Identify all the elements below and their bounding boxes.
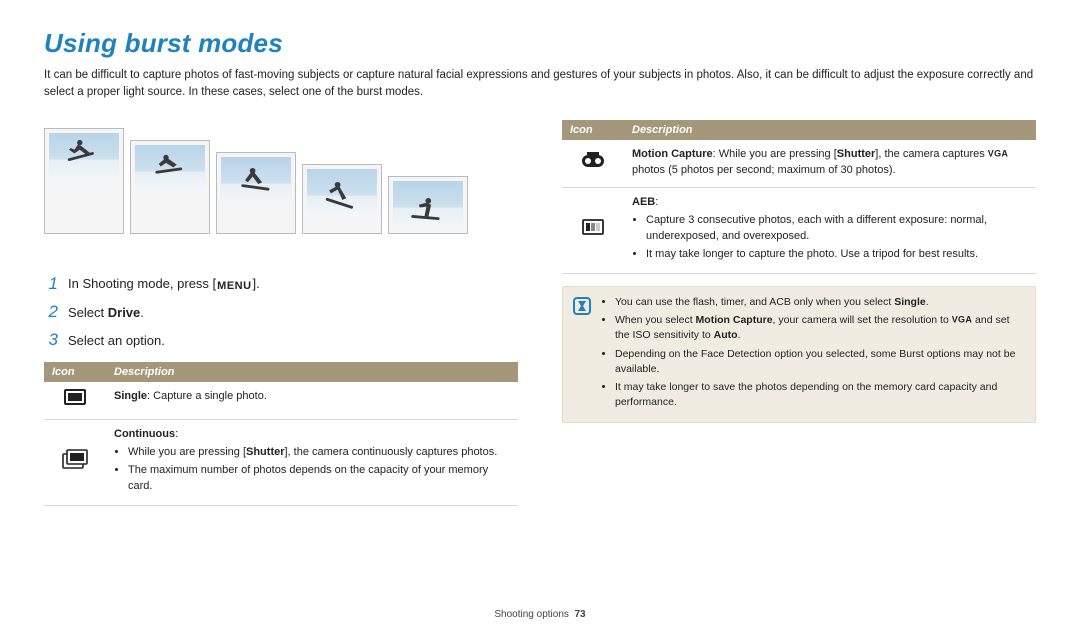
table-row: Motion Capture: While you are pressing [… — [562, 140, 1036, 187]
motion-capture-desc: Motion Capture: While you are pressing [… — [624, 140, 1036, 187]
step-2: 2 Select Drive. — [44, 302, 518, 322]
table-header-icon: Icon — [562, 120, 624, 140]
continuous-mode-icon — [44, 420, 106, 506]
table-header-desc: Description — [106, 362, 518, 382]
step-number: 2 — [44, 302, 58, 322]
burst-thumbnails — [44, 128, 518, 234]
step-text: Select Drive. — [68, 305, 144, 320]
thumbnail — [44, 128, 124, 234]
step-3: 3 Select an option. — [44, 330, 518, 350]
table-row: Continuous: While you are pressing [Shut… — [44, 420, 518, 506]
snowboarder-icon — [307, 169, 377, 217]
note-list: You can use the flash, timer, and ACB on… — [601, 295, 1025, 414]
snowboarder-icon — [49, 133, 119, 181]
menu-icon: MENU — [216, 280, 252, 292]
step-number: 3 — [44, 330, 58, 350]
footer-page-number: 73 — [574, 609, 585, 620]
step-text: Select an option. — [68, 333, 165, 348]
table-row: AEB: Capture 3 consecutive photos, each … — [562, 188, 1036, 274]
vga-icon: VGA — [952, 315, 972, 325]
left-description-table: Icon Description Single: Capture a singl… — [44, 362, 518, 506]
step-text: In Shooting mode, press [MENU]. — [68, 276, 260, 292]
single-mode-icon — [44, 382, 106, 419]
step-1: 1 In Shooting mode, press [MENU]. — [44, 274, 518, 294]
aeb-desc: AEB: Capture 3 consecutive photos, each … — [624, 188, 1036, 274]
snowboarder-icon — [393, 181, 463, 229]
note-box: You can use the flash, timer, and ACB on… — [562, 286, 1036, 423]
content-columns: 1 In Shooting mode, press [MENU]. 2 Sele… — [44, 120, 1036, 506]
footer-section: Shooting options — [494, 609, 569, 620]
single-desc: Single: Capture a single photo. — [106, 382, 518, 419]
thumbnail — [302, 164, 382, 234]
table-header-icon: Icon — [44, 362, 106, 382]
intro-text: It can be difficult to capture photos of… — [44, 67, 1036, 100]
steps-list: 1 In Shooting mode, press [MENU]. 2 Sele… — [44, 274, 518, 350]
page-footer: Shooting options 73 — [0, 609, 1080, 620]
right-description-table: Icon Description Motion Capture: While y… — [562, 120, 1036, 274]
motion-capture-mode-icon — [562, 140, 624, 187]
step-number: 1 — [44, 274, 58, 294]
snowboarder-icon — [135, 145, 205, 193]
thumbnail — [216, 152, 296, 234]
vga-icon: VGA — [988, 149, 1008, 159]
aeb-mode-icon — [562, 188, 624, 274]
continuous-desc: Continuous: While you are pressing [Shut… — [106, 420, 518, 506]
thumbnail — [388, 176, 468, 234]
left-column: 1 In Shooting mode, press [MENU]. 2 Sele… — [44, 120, 518, 506]
snowboarder-icon — [221, 157, 291, 205]
right-column: Icon Description Motion Capture: While y… — [562, 120, 1036, 506]
note-icon — [573, 297, 591, 315]
page-title: Using burst modes — [44, 28, 1036, 59]
thumbnail — [130, 140, 210, 234]
table-header-desc: Description — [624, 120, 1036, 140]
table-row: Single: Capture a single photo. — [44, 382, 518, 419]
